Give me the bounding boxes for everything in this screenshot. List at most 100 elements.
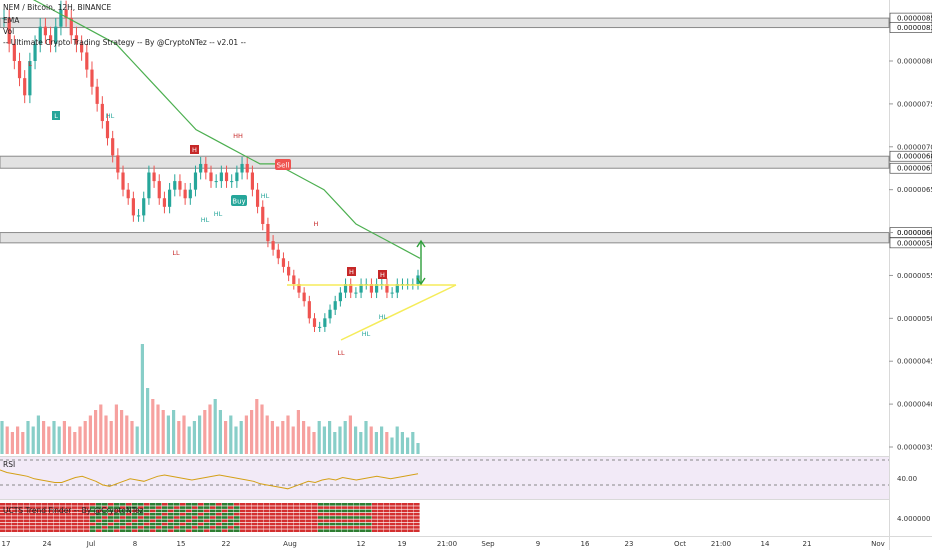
ucts-bar (264, 509, 270, 513)
ucts-bar (18, 516, 24, 519)
ucts-bar (258, 522, 264, 526)
ucts-bar (240, 506, 246, 509)
ucts-bar (66, 526, 72, 529)
pivot-h-4: H (314, 220, 319, 228)
x-tick-label: 17 (2, 540, 11, 548)
ucts-bar (246, 529, 252, 532)
ucts-bar (54, 506, 60, 509)
ucts-bar (24, 509, 30, 513)
y-tick-label: 0.00000750 (897, 100, 932, 108)
ucts-bar (258, 516, 264, 519)
ucts-bar (42, 526, 48, 529)
ucts-bar (306, 526, 312, 529)
y-tick-label: 0.00000600 (897, 229, 932, 237)
ucts-bar (342, 516, 348, 519)
ucts-bar (366, 512, 372, 516)
volume-bar (10, 432, 14, 454)
ucts-bar (330, 509, 336, 513)
ucts-bar (300, 522, 306, 526)
ucts-bar (240, 509, 246, 513)
ucts-bar (264, 519, 270, 523)
ucts-bar (228, 529, 234, 532)
ucts-bar (6, 503, 12, 506)
ucts-bar (264, 526, 270, 529)
ucts-bar (234, 519, 240, 523)
candle-body (126, 189, 130, 199)
ucts-bar (276, 529, 282, 532)
candle-body (271, 241, 275, 250)
ucts-bar (174, 519, 180, 523)
ucts-bar (72, 512, 78, 516)
ucts-bar (36, 526, 42, 529)
ucts-bar (324, 512, 330, 516)
ucts-bar (288, 506, 294, 509)
ucts-bar (300, 512, 306, 516)
candle-body (183, 189, 187, 199)
ucts-bar (342, 512, 348, 516)
ucts-bar (324, 519, 330, 523)
candle-body (2, 18, 6, 20)
ucts-bar (354, 519, 360, 523)
volume-bar (312, 432, 316, 454)
time-axis[interactable]: 17 24 Jul 8 15 22 Aug 12 19 21:00 Sep 9 16 23 Oct 21:00… (2, 540, 885, 548)
volume-bar (374, 432, 378, 454)
ucts-bar (12, 526, 18, 529)
volume-bar (42, 421, 46, 454)
ucts-bar (198, 522, 204, 526)
ucts-bar (222, 503, 228, 506)
ucts-bar (372, 522, 378, 526)
target-arrow (416, 239, 426, 286)
ucts-bar (372, 516, 378, 519)
ucts-bar (30, 509, 36, 513)
ema-line (32, 0, 421, 259)
ucts-bar (30, 526, 36, 529)
ucts-bar (348, 509, 354, 513)
candle-body (323, 318, 327, 327)
ucts-bar (18, 506, 24, 509)
ucts-bar (36, 516, 42, 519)
candle-body (349, 284, 353, 293)
ucts-bar (6, 516, 12, 519)
volume-bar (218, 410, 222, 454)
ucts-bar (258, 526, 264, 529)
ucts-bar (162, 516, 168, 519)
ucts-bar (78, 503, 84, 506)
ucts-bar (318, 522, 324, 526)
ucts-bar (150, 522, 156, 526)
svg-text:H: H (349, 268, 354, 276)
ucts-bar (300, 529, 306, 532)
ucts-bar (246, 506, 252, 509)
ucts-bar (270, 506, 276, 509)
ucts-bar (126, 512, 132, 516)
x-tick-label: 23 (625, 540, 634, 548)
ucts-bar (6, 512, 12, 516)
ucts-bar (24, 519, 30, 523)
ucts-bar (132, 526, 138, 529)
ucts-bar (120, 516, 126, 519)
pivot-hl-6: HL (379, 313, 388, 321)
ucts-bar (186, 519, 192, 523)
volume-bar (307, 426, 311, 454)
ucts-bar (288, 503, 294, 506)
ucts-bar (174, 506, 180, 509)
ucts-bar (354, 516, 360, 519)
x-tick-label: Oct (674, 540, 686, 548)
price-axis[interactable]: 0.00000800 0.00000750 0.00000700 0.00000650… (889, 58, 932, 452)
ucts-bar (366, 516, 372, 519)
ucts-bar (108, 519, 114, 523)
ucts-bar (402, 526, 408, 529)
ucts-bar (216, 526, 222, 529)
ucts-bar (276, 512, 282, 516)
ucts-bar (54, 509, 60, 513)
ucts-bar (354, 522, 360, 526)
volume-bar (338, 426, 342, 454)
ucts-bar (174, 509, 180, 513)
strategy-legend: -- Ultimate Crypto Trading Strategy -- B… (3, 38, 246, 47)
ucts-bar (150, 503, 156, 506)
ucts-bar (36, 519, 42, 523)
ucts-bar (156, 509, 162, 513)
ucts-bar (48, 509, 54, 513)
ucts-bar (114, 512, 120, 516)
volume-bar (354, 426, 358, 454)
